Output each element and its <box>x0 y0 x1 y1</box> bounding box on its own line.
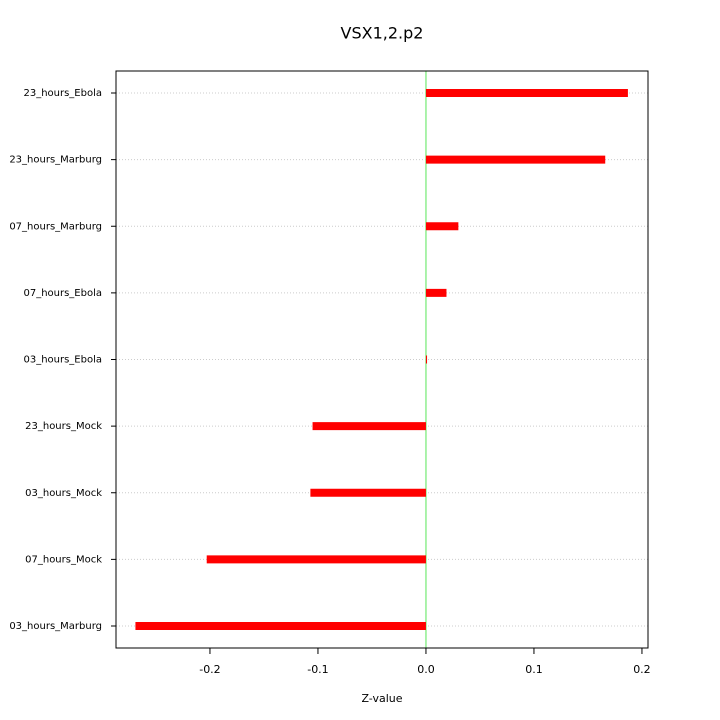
bar <box>425 355 428 364</box>
y-tick-label: 03_hours_Marburg <box>9 621 102 632</box>
bar <box>206 555 426 564</box>
x-tick-label: 0.1 <box>525 663 543 676</box>
y-tick-label: 03_hours_Ebola <box>23 355 102 366</box>
x-axis-label: Z-value <box>361 692 402 705</box>
y-tick-label: 23_hours_Ebola <box>23 88 102 99</box>
x-tick-label: -0.1 <box>307 663 328 676</box>
y-tick-label: 23_hours_Marburg <box>9 155 102 166</box>
bar <box>425 89 628 97</box>
x-tick-label: 0.2 <box>633 663 651 676</box>
x-tick-label: 0.0 <box>417 663 435 676</box>
bar <box>425 155 606 164</box>
y-tick-label: 07_hours_Ebola <box>23 288 102 299</box>
y-tick-label: 07_hours_Marburg <box>9 221 102 232</box>
y-tick-label: 03_hours_Mock <box>25 488 102 499</box>
bar <box>312 422 426 431</box>
y-tick-label: 23_hours_Mock <box>25 421 102 432</box>
plot-frame <box>115 70 649 649</box>
bar <box>135 622 426 630</box>
chart-title: VSX1,2.p2 <box>341 24 424 43</box>
bar <box>425 222 459 231</box>
bar <box>310 488 426 497</box>
x-tick-label: -0.2 <box>199 663 220 676</box>
y-tick-label: 07_hours_Mock <box>25 554 102 565</box>
bar <box>425 288 447 297</box>
